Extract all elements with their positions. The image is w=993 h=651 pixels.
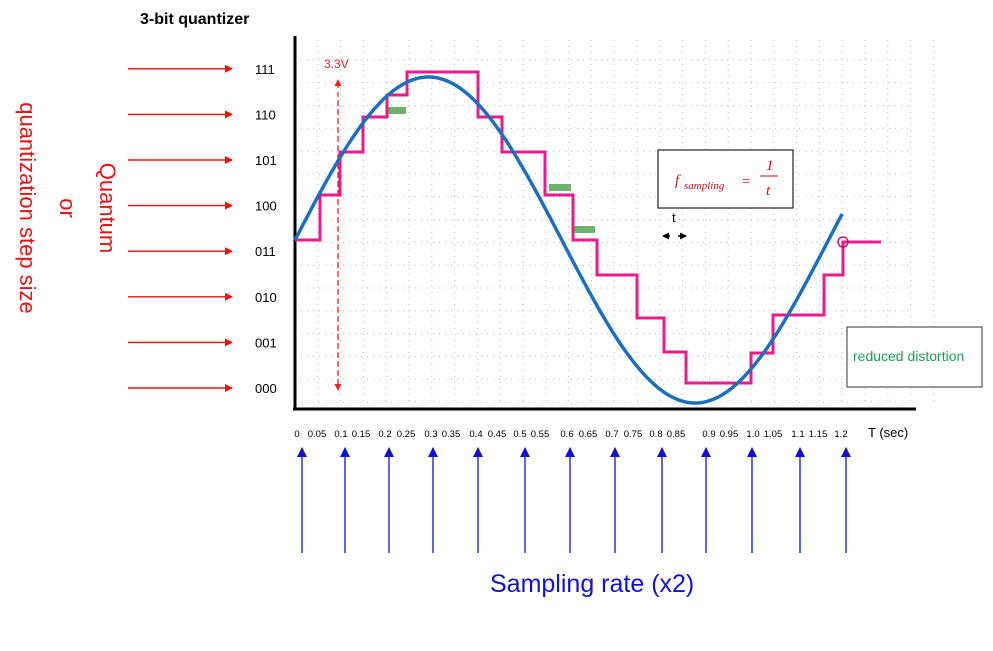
distortion-label: reduced distortion <box>853 348 964 364</box>
level-label: 100 <box>255 199 277 214</box>
chart-title: 3-bit quantizer <box>140 11 249 28</box>
sampling-arrows <box>297 447 851 553</box>
endpoint-marker <box>837 236 849 248</box>
x-tick-label: 0 <box>294 429 299 440</box>
x-tick-label: 1.15 <box>809 429 828 440</box>
x-tick-label: 0.5 <box>513 429 526 440</box>
x-tick-label: 0.05 <box>308 429 327 440</box>
x-tick-label: 0.15 <box>352 429 371 440</box>
quantization-step-size-label: quantization step size <box>15 102 40 314</box>
error-mark <box>388 107 406 114</box>
level-label: 010 <box>255 290 277 305</box>
dotted-grid <box>294 40 934 406</box>
level-label: 000 <box>255 381 277 396</box>
formula-subscript: sampling <box>684 180 725 192</box>
formula-box <box>657 149 794 209</box>
t-label: t <box>672 210 676 225</box>
x-tick-label: 1.0 <box>746 429 759 440</box>
x-tick-label: 0.25 <box>397 429 416 440</box>
level-label: 111 <box>255 62 275 77</box>
x-tick-label: 0.8 <box>649 429 662 440</box>
quantum-or-label: or <box>55 198 80 218</box>
level-label: 110 <box>255 107 276 122</box>
x-tick-labels: 0 0.05 0.1 0.15 0.2 0.25 0.3 0.35 0.4 0.45 0.5 0.55… <box>294 429 847 440</box>
x-tick-label: 0.9 <box>702 429 715 440</box>
x-tick-label: 0.6 <box>560 429 573 440</box>
error-mark <box>549 184 571 191</box>
voltage-label: 3.3V <box>324 57 349 71</box>
x-tick-label: 0.45 <box>488 429 507 440</box>
level-labels: 000 001 010 011 100 101 110 111 <box>255 62 277 396</box>
level-label: 011 <box>255 244 276 259</box>
error-mark <box>573 226 595 233</box>
x-tick-label: 1.2 <box>834 429 847 440</box>
level-arrows <box>128 64 233 392</box>
formula-equals: = <box>741 174 751 190</box>
x-tick-label: 0.7 <box>605 429 618 440</box>
formula-lhs: f <box>675 173 681 189</box>
x-tick-label: 0.2 <box>378 429 391 440</box>
sampling-rate-label: Sampling rate (x2) <box>490 570 694 598</box>
x-tick-label: 0.3 <box>424 429 437 440</box>
level-label: 101 <box>255 153 277 168</box>
distortion-box <box>846 326 983 388</box>
level-label: 001 <box>255 335 277 350</box>
x-tick-label: 0.95 <box>720 429 739 440</box>
x-tick-label: 1.05 <box>764 429 783 440</box>
quantum-label: Quantum <box>95 163 120 254</box>
formula-numerator: 1 <box>766 158 774 174</box>
analog-signal-curve <box>293 75 844 405</box>
x-tick-label: 0.75 <box>624 429 643 440</box>
x-tick-label: 0.55 <box>531 429 550 440</box>
x-tick-label: 0.4 <box>469 429 482 440</box>
x-tick-label: 0.65 <box>579 429 598 440</box>
formula-denominator: t <box>766 183 771 199</box>
x-tick-label: 1.1 <box>791 429 804 440</box>
x-axis-label: T (sec) <box>868 425 908 440</box>
x-tick-label: 0.85 <box>667 429 686 440</box>
x-tick-label: 0.35 <box>442 429 461 440</box>
x-tick-label: 0.1 <box>334 429 347 440</box>
